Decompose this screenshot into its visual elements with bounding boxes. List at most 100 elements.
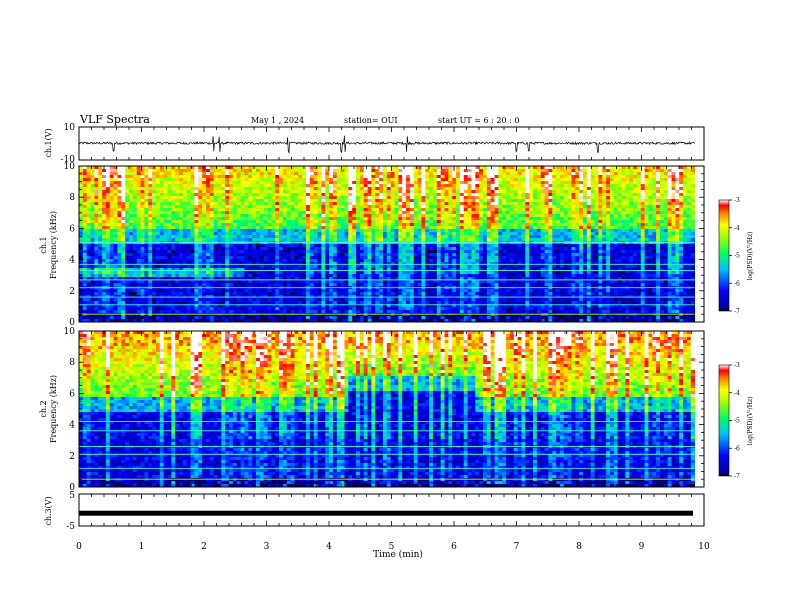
spectrogram-cell (225, 214, 230, 218)
spectrogram-cell (113, 298, 118, 302)
spectrogram-cell (317, 304, 322, 308)
spectrogram-cell (125, 283, 130, 287)
spectrogram-cell (329, 184, 334, 188)
spectrogram-cell (406, 172, 411, 176)
spectrogram-cell (371, 211, 376, 215)
spectrogram-cell (190, 196, 195, 200)
spectrogram-cell (221, 238, 226, 242)
spectrogram-cell (182, 304, 188, 308)
spectrogram-cell (359, 187, 365, 191)
spectrogram-cell (406, 175, 411, 179)
spectrogram-cell (163, 172, 168, 176)
spectrogram-cell (132, 193, 138, 197)
spectrogram-cell (382, 289, 388, 293)
spectrogram-cell (282, 220, 288, 224)
spectrogram-cell (352, 238, 357, 242)
spectrogram-cell (113, 274, 118, 278)
spectrogram-cell (309, 172, 315, 176)
spectrogram-cell (248, 304, 253, 308)
spectrogram-cell (313, 184, 318, 188)
spectrogram-cell (298, 304, 303, 308)
spectrogram-cell (413, 184, 418, 188)
spectrogram-cell (121, 187, 126, 191)
spectrogram-cell (179, 232, 184, 236)
spectrogram-cell (409, 190, 415, 194)
spectrogram-cell (367, 271, 372, 275)
spectrogram-cell (190, 181, 195, 185)
spectrogram-cell (294, 268, 299, 272)
spectrogram-cell (240, 211, 245, 215)
spectrogram-cell (86, 256, 91, 260)
spectrogram-cell (248, 214, 253, 218)
spectrogram-cell (336, 301, 342, 305)
spectrogram-cell (202, 217, 207, 221)
spectrogram-cell (356, 238, 361, 242)
spectrogram-cell (82, 265, 88, 269)
spectrogram-cell (140, 223, 145, 227)
spectrogram-cell (313, 205, 318, 209)
spectrogram-cell (221, 244, 226, 248)
spectrogram-cell (117, 259, 122, 263)
spectrogram-cell (348, 265, 353, 269)
spectrogram-cell (121, 199, 126, 203)
spectrogram-cell (290, 181, 295, 185)
spectrogram-cell (248, 247, 253, 251)
spectrogram-cell (356, 235, 361, 239)
spectrogram-cell (282, 292, 288, 296)
spectrogram-cell (225, 283, 230, 287)
spectrogram-cell (194, 319, 199, 323)
spectrogram-cell (444, 247, 449, 251)
spectrogram-cell (205, 229, 211, 233)
spectrogram-cell (440, 250, 445, 254)
spectrogram-cell (317, 253, 322, 257)
spectrogram-cell (198, 169, 203, 173)
spectrogram-cell (363, 307, 368, 311)
spectrogram-cell (255, 208, 261, 212)
spectrogram-cell (240, 289, 245, 293)
spectrogram-cell (155, 178, 161, 182)
spectrogram-cell (213, 259, 218, 263)
spectrogram-cell (102, 205, 107, 209)
spectrogram-cell (275, 268, 280, 272)
spectrogram-cell (340, 292, 345, 296)
spectrogram-cell (413, 187, 418, 191)
spectrogram-cell (394, 244, 399, 248)
spectrogram-cell (221, 181, 226, 185)
spectrogram-cell (425, 169, 430, 173)
spectrogram-cell (294, 253, 299, 257)
spectrogram-cell (340, 175, 345, 179)
spectrogram-cell (79, 205, 84, 209)
spectrogram-cell (109, 193, 115, 197)
spectrogram-cell (329, 259, 334, 263)
spectrogram-cell (221, 217, 226, 221)
spectrogram-cell (163, 304, 168, 308)
spectrogram-cell (125, 196, 130, 200)
spectrogram-cell (159, 229, 165, 233)
spectrogram-cell (367, 226, 372, 230)
spectrogram-cell (432, 304, 438, 308)
spectrogram-cell (432, 292, 438, 296)
spectrogram-cell (90, 265, 95, 269)
spectrogram-cell (163, 214, 168, 218)
spectrogram-cell (325, 193, 330, 197)
spectrogram-cell (209, 280, 215, 284)
spectrogram-cell (386, 226, 392, 230)
spectrogram-cell (217, 235, 222, 239)
spectrogram-cell (286, 190, 292, 194)
spectrogram-cell (336, 235, 342, 239)
spectrogram-cell (344, 223, 349, 227)
spectrogram-cell (356, 196, 361, 200)
spectrogram-cell (306, 262, 311, 266)
spectrogram-cell (229, 316, 234, 320)
spectrogram-cell (140, 214, 145, 218)
spectrogram-cell (325, 316, 330, 320)
spectrogram-cell (113, 199, 118, 203)
spectrogram-cell (325, 169, 330, 173)
spectrogram-cell (406, 262, 411, 266)
spectrogram-cell (140, 289, 145, 293)
spectrogram-cell (236, 244, 241, 248)
spectrogram-cell (125, 253, 130, 257)
spectrogram-cell (294, 223, 299, 227)
spectrogram-cell (194, 301, 199, 305)
spectrogram-cell (163, 301, 168, 305)
